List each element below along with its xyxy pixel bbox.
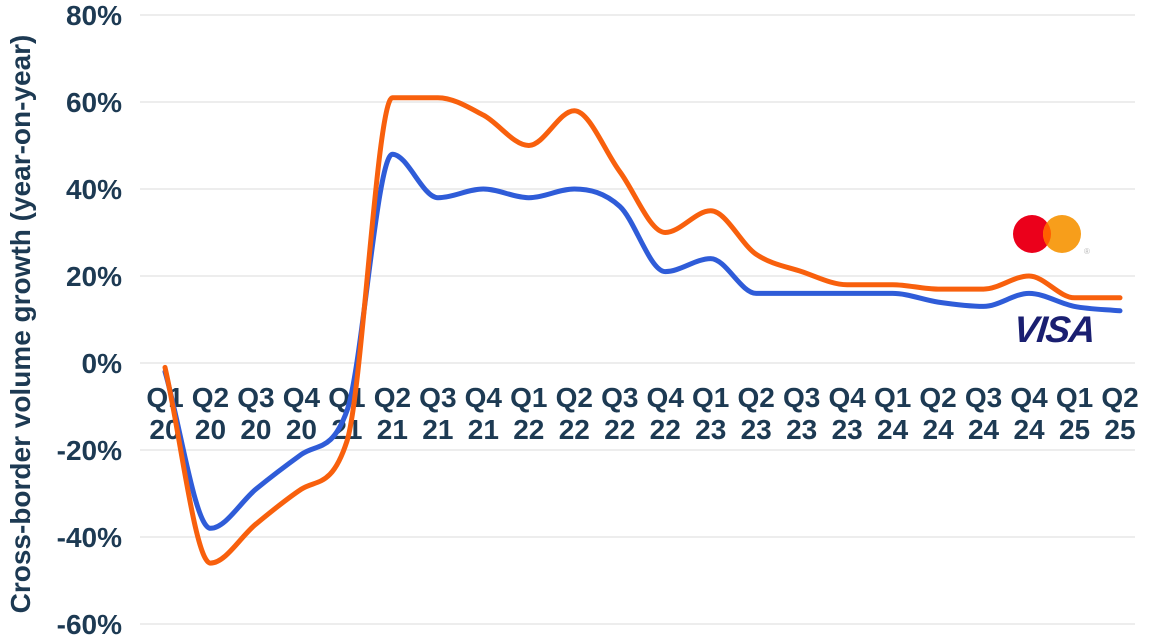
x-tick-quarter: Q1 [692,382,729,413]
x-tick-year: 23 [741,414,772,445]
y-tick-label: 20% [66,261,122,292]
x-tick-year: 22 [650,414,681,445]
mastercard-line [162,95,1123,566]
x-tick-year: 20 [195,414,226,445]
y-tick-label: 0% [82,348,123,379]
x-tick-year: 25 [1059,414,1090,445]
x-tick-quarter: Q1 [146,382,183,413]
x-tick-quarter: Q2 [192,382,229,413]
mastercard-logo-icon: ® [1013,215,1090,256]
x-tick-year: 23 [786,414,817,445]
x-tick-year: 21 [468,414,499,445]
x-tick-quarter: Q4 [1010,382,1048,413]
y-tick-label: 60% [66,87,122,118]
x-tick-quarter: Q1 [510,382,547,413]
x-tick-quarter: Q2 [738,382,775,413]
mastercard-red-circle [1013,215,1051,253]
y-tick-label: 80% [66,0,122,31]
y-tick-label: 40% [66,174,122,205]
x-tick-year: 20 [286,414,317,445]
x-tick-year: 21 [422,414,453,445]
x-tick-year: 23 [695,414,726,445]
x-tick-year: 24 [1013,414,1045,445]
x-tick-quarter: Q1 [1056,382,1093,413]
x-tick-year: 23 [832,414,863,445]
x-tick-quarter: Q1 [874,382,911,413]
x-tick-year: 24 [923,414,955,445]
mastercard-registered-mark: ® [1084,247,1090,256]
x-tick-year: 21 [377,414,408,445]
visa-logo: VISA [1011,309,1097,350]
x-tick-quarter: Q3 [783,382,820,413]
visa-line [162,151,1123,531]
x-tick-year: 22 [513,414,544,445]
x-tick-quarter: Q3 [419,382,456,413]
x-tick-year: 22 [559,414,590,445]
y-tick-label: -60% [57,609,122,640]
y-tick-label: -40% [57,522,122,553]
x-tick-quarter: Q2 [374,382,411,413]
x-tick-year: 24 [968,414,1000,445]
x-tick-quarter: Q2 [1101,382,1138,413]
x-tick-quarter: Q4 [283,382,321,413]
x-tick-year: 20 [240,414,271,445]
x-tick-quarter: Q4 [647,382,685,413]
x-tick-quarter: Q3 [601,382,638,413]
x-tick-quarter: Q2 [556,382,593,413]
x-tick-year: 25 [1104,414,1135,445]
x-tick-quarter: Q4 [465,382,503,413]
x-tick-quarter: Q4 [828,382,866,413]
y-tick-label: -20% [57,435,122,466]
x-tick-quarter: Q3 [237,382,274,413]
x-tick-year: 24 [877,414,909,445]
mastercard-orange-circle [1043,215,1081,253]
x-tick-quarter: Q3 [965,382,1002,413]
x-tick-quarter: Q2 [919,382,956,413]
x-tick-year: 22 [604,414,635,445]
